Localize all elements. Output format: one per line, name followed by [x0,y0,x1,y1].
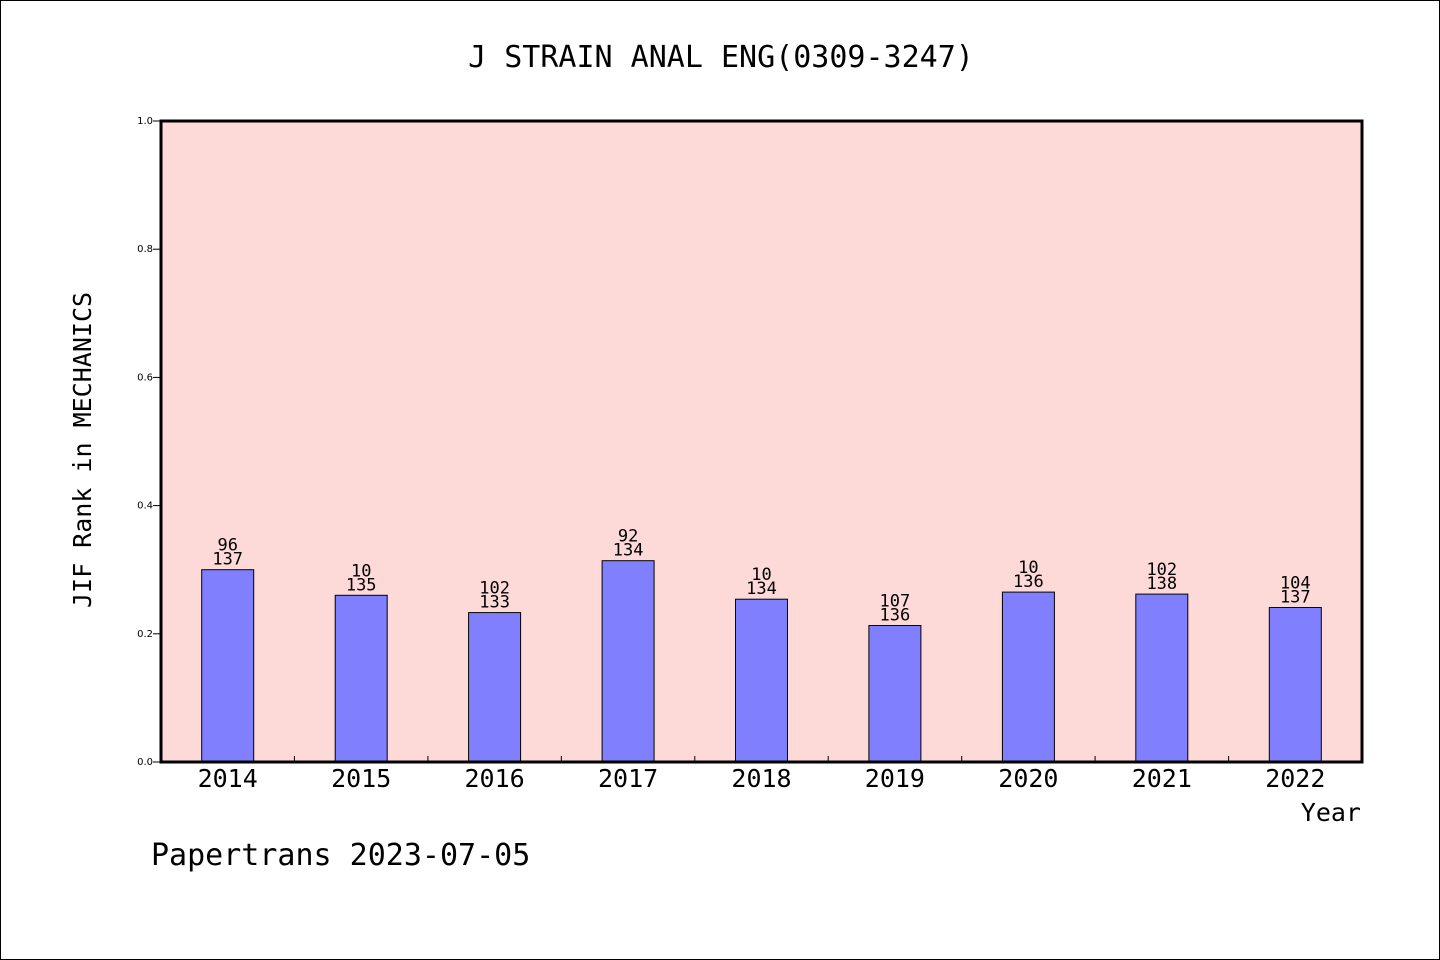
y-axis-label: JIF Rank in MECHANICS [68,292,97,608]
data-label-rank-2020: 10 [1018,558,1038,578]
data-label-total-2015: 135 [346,575,377,595]
data-label-total-2017: 134 [613,541,644,561]
x-tick-label-2015: 2015 [331,764,391,793]
data-label-rank-2022: 104 [1280,574,1311,594]
x-tick-label-2018: 2018 [731,764,791,793]
bar-2016 [468,612,522,763]
y-tick-label: 0.6 [137,372,153,383]
y-tick-label: 1.0 [137,116,153,127]
y-axis: 0.0 0.2 0.4 0.6 0.8 1.0 [137,116,161,768]
chart-title: J STRAIN ANAL ENG(0309-3247) [468,40,974,75]
data-label-rank-2018: 10 [751,565,771,585]
x-tick-label-2020: 2020 [998,764,1058,793]
y-tick-label: 0.4 [137,501,153,512]
bar-2020 [1001,591,1055,763]
data-label-rank-2019: 107 [880,592,911,612]
data-label-total-2019: 136 [880,606,911,626]
data-label-total-2018: 134 [746,579,777,599]
x-axis: 2014 2015 2016 2017 2018 2019 2020 2021 2022 [198,756,1325,793]
data-label-rank-2017: 92 [618,527,638,547]
y-tick-label: 0.8 [137,244,153,255]
bar-2015 [334,594,388,763]
y-tick-label: 0.0 [137,757,153,768]
data-label-total-2021: 138 [1146,574,1177,594]
bar-2022 [1268,607,1322,763]
x-tick-label-2021: 2021 [1132,764,1192,793]
data-label-total-2016: 133 [479,593,510,613]
footer-source: Papertrans 2023-07-05 [151,838,530,873]
x-axis-label: Year [1301,798,1361,827]
bar-2018 [735,598,788,763]
data-label-total-2022: 137 [1280,588,1311,608]
data-label-rank-2016: 102 [479,579,510,599]
bar-2014 [201,569,255,763]
data-label-rank-2014: 96 [217,536,237,556]
x-tick-label-2016: 2016 [464,764,524,793]
bar-2017 [601,560,655,763]
data-label-total-2020: 136 [1013,572,1044,592]
plot-frame [159,119,1364,764]
x-tick-label-2019: 2019 [865,764,925,793]
bar-2019 [868,625,922,763]
x-tick-label-2022: 2022 [1265,764,1325,793]
bars-group [201,560,1322,763]
x-tick-label-2014: 2014 [198,764,258,793]
data-label-total-2014: 137 [212,550,243,570]
data-label-rank-2021: 102 [1146,560,1177,580]
y-tick-label: 0.2 [137,629,153,640]
bar-2021 [1135,593,1189,763]
x-tick-label-2017: 2017 [598,764,658,793]
data-label-rank-2015: 10 [351,561,371,581]
